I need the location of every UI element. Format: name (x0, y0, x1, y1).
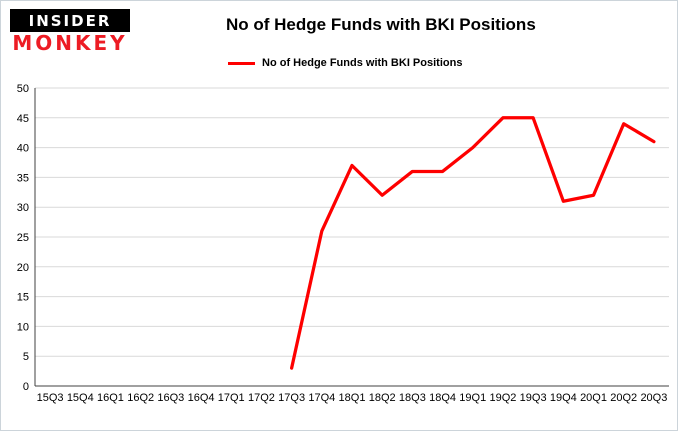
y-tick-label: 50 (17, 83, 29, 95)
x-tick-label: 17Q4 (308, 392, 335, 404)
legend-line-swatch (228, 61, 255, 65)
y-tick-label: 10 (17, 321, 29, 333)
x-tick-label: 18Q3 (399, 392, 426, 404)
legend: No of Hedge Funds with BKI Positions (228, 57, 462, 69)
x-tick-label: 15Q4 (67, 392, 94, 404)
y-tick-label: 0 (23, 381, 29, 393)
y-tick-label: 40 (17, 143, 29, 155)
x-tick-label: 18Q1 (339, 392, 366, 404)
x-tick-label: 17Q3 (278, 392, 305, 404)
y-tick-label: 45 (17, 113, 29, 125)
x-tick-label: 17Q1 (218, 392, 245, 404)
x-tick-label: 16Q3 (157, 392, 184, 404)
logo-insider-text: INSIDER (10, 9, 130, 32)
y-tick-label: 5 (23, 351, 29, 363)
page-title: No of Hedge Funds with BKI Positions (226, 15, 536, 34)
y-tick-label: 30 (17, 202, 29, 214)
x-tick-label: 18Q4 (429, 392, 456, 404)
y-tick-label: 35 (17, 172, 29, 184)
x-tick-label: 20Q2 (610, 392, 637, 404)
x-tick-label: 15Q3 (37, 392, 64, 404)
x-tick-label: 18Q2 (369, 392, 396, 404)
x-tick-label: 17Q2 (248, 392, 275, 404)
y-tick-label: 25 (17, 232, 29, 244)
x-tick-label: 19Q3 (520, 392, 547, 404)
x-tick-label: 19Q2 (489, 392, 516, 404)
y-tick-label: 20 (17, 262, 29, 274)
series-line (289, 116, 656, 370)
x-tick-label: 20Q3 (640, 392, 667, 404)
x-tick-label: 19Q4 (550, 392, 577, 404)
x-tick-label: 16Q2 (127, 392, 154, 404)
x-tick-label: 20Q1 (580, 392, 607, 404)
x-tick-label: 16Q1 (97, 392, 124, 404)
chart-area: 0 5 10 15 20 25 30 35 40 45 50 15Q3 15Q4 16Q1 16Q2 16Q3… (1, 79, 677, 430)
line-chart-svg: 0 5 10 15 20 25 30 35 40 45 50 15Q3 15Q4 16Q1 16Q2 16Q3… (17, 83, 669, 404)
y-tick-label: 15 (17, 292, 29, 304)
x-tick-label: 19Q1 (459, 392, 486, 404)
insider-monkey-logo: INSIDER MONKEY (10, 9, 130, 55)
legend-label: No of Hedge Funds with BKI Positions (262, 57, 463, 69)
logo-monkey-text: MONKEY (12, 31, 128, 55)
x-tick-label: 16Q4 (188, 392, 215, 404)
